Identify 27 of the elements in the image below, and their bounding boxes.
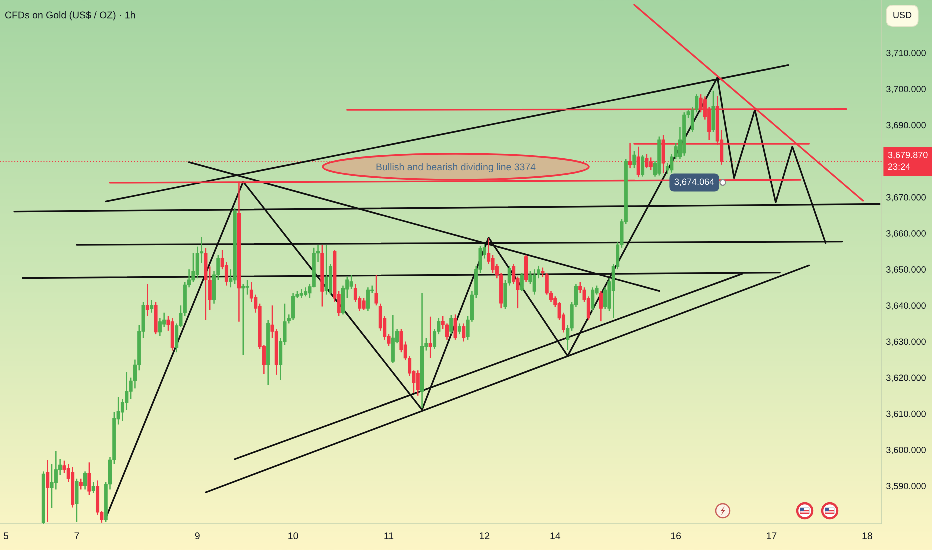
x-tick-label: 18 [862, 532, 872, 540]
y-axis-title: USD [894, 12, 912, 18]
annotation: Bullish and bearish dividing line 3374 [376, 163, 536, 173]
text: CFDs on Gold (US$ / OZ) · 1h [5, 11, 136, 21]
x-tick-label: 9 [195, 532, 200, 540]
y-tick-label: 3,630.000 [886, 338, 926, 346]
x-tick-label: 16 [671, 532, 682, 540]
y-tick-label: 3,620.000 [886, 374, 926, 382]
x-tick-label: 11 [384, 532, 394, 540]
y-tick-label: 3,640.000 [886, 302, 926, 310]
y-tick-label: 3,700.000 [886, 86, 926, 94]
x-tick-label: 10 [288, 532, 298, 540]
x-tick-label: 14 [550, 532, 561, 540]
y-tick-label: 3,670.000 [886, 194, 926, 202]
y-tick-label: 3,660.000 [886, 230, 926, 238]
annotation: 3,674.064 [674, 178, 714, 186]
y-tick-label: 3,710.000 [886, 50, 926, 58]
y-tick-label: 3,650.000 [886, 266, 926, 274]
y-tick-label: 3,690.000 [886, 122, 926, 130]
y-tick-label: 3,600.000 [886, 446, 926, 454]
ref-line-label: 3,679.870 23:24 [888, 152, 928, 170]
y-tick-label: 3,590.000 [886, 483, 926, 491]
y-tick-label: 3,610.000 [886, 410, 926, 418]
x-tick-label: 17 [767, 532, 777, 540]
x-tick-label: 12 [480, 532, 490, 540]
x-tick-label: 7 [74, 532, 80, 540]
x-tick-label: 5 [4, 532, 9, 540]
